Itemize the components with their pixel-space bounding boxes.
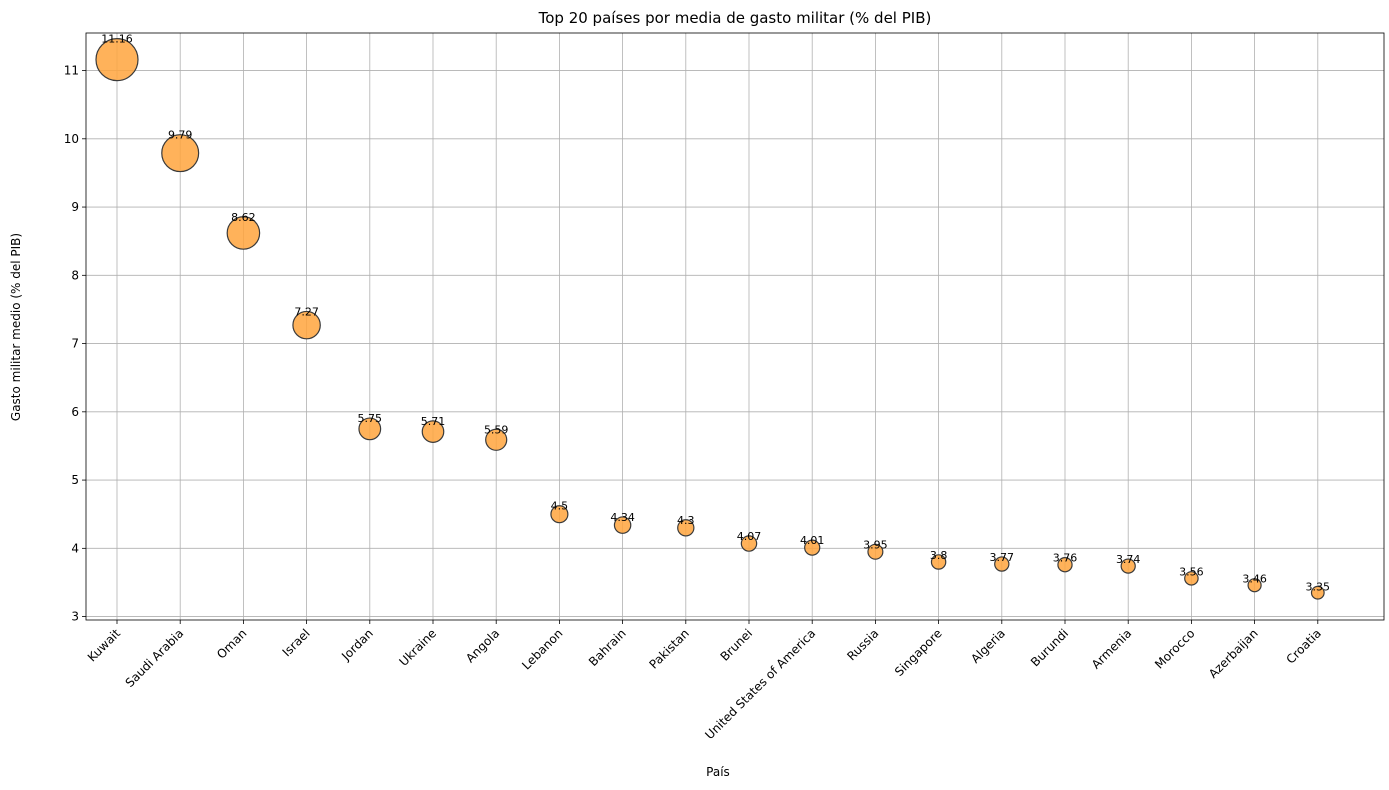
grid-layer <box>86 33 1384 620</box>
x-tick-label: Lebanon <box>519 626 565 672</box>
data-point <box>1310 585 1325 600</box>
data-label: 5.59 <box>484 423 509 436</box>
data-label: 3.76 <box>1053 552 1078 565</box>
plot-frame <box>85 32 1385 621</box>
data-point <box>804 539 821 556</box>
data-point <box>740 535 758 552</box>
x-tick-label: Israel <box>280 626 313 659</box>
x-tick-label: Croatia <box>1284 626 1324 666</box>
data-label: 3.8 <box>930 549 948 562</box>
data-point <box>421 420 445 443</box>
x-tick-label: Algeria <box>968 626 1008 666</box>
data-label: 4.01 <box>800 534 825 547</box>
x-tick-label: Brunei <box>718 626 756 664</box>
data-label: 5.75 <box>358 412 383 425</box>
x-tick-label: Saudi Arabia <box>123 626 187 690</box>
y-tick-label: 10 <box>64 132 79 146</box>
data-point <box>550 505 569 524</box>
y-tick-label: 5 <box>71 473 79 487</box>
chart-title: Top 20 países por media de gasto militar… <box>538 9 932 27</box>
data-point <box>677 519 695 537</box>
y-tick-label: 7 <box>71 337 79 351</box>
data-point <box>1120 558 1136 574</box>
x-tick-label: Russia <box>844 626 881 663</box>
x-tick-label: Kuwait <box>85 626 123 664</box>
data-point <box>1247 578 1262 593</box>
x-tick-label: Oman <box>214 626 249 661</box>
data-point <box>292 310 321 340</box>
data-point <box>1184 571 1199 586</box>
marks-layer: 11.16 9.79 8.62 7.27 5.75 5.71 5.59 4.5 4.34 4.3 4… <box>95 33 1331 600</box>
data-label: 3.56 <box>1179 566 1204 579</box>
data-label: 11.16 <box>101 33 133 46</box>
data-point <box>226 216 261 250</box>
data-point <box>95 38 139 82</box>
x-tick-label: Singapore <box>892 626 945 679</box>
data-label: 9.79 <box>168 129 193 142</box>
data-label: 7.27 <box>294 305 319 318</box>
data-label: 5.71 <box>421 415 446 428</box>
data-point <box>358 417 382 441</box>
x-tick-label: Armenia <box>1089 626 1134 671</box>
x-tick-label: United States of America <box>702 626 818 742</box>
ticks-layer: 3 4 5 6 7 8 9 10 11 Kuwait Saudi Arabia Oman Israel J… <box>64 64 1324 743</box>
data-point <box>613 516 632 534</box>
x-tick-label: Jordan <box>338 626 376 664</box>
x-tick-label: Burundi <box>1028 626 1071 669</box>
data-label: 3.46 <box>1242 573 1267 586</box>
data-point <box>994 556 1010 572</box>
data-point <box>1057 557 1073 573</box>
y-axis-label: Gasto militar medio (% del PIB) <box>9 233 23 421</box>
data-label: 4.3 <box>677 514 695 527</box>
x-tick-label: Morocco <box>1152 626 1197 671</box>
x-tick-label: Angola <box>463 626 502 665</box>
data-point <box>161 134 200 173</box>
data-point <box>930 554 947 570</box>
x-tick-label: Azerbaijan <box>1206 626 1261 681</box>
y-tick-label: 3 <box>71 610 79 624</box>
data-point <box>867 543 884 560</box>
y-tick-label: 9 <box>71 200 79 214</box>
x-tick-label: Pakistan <box>646 626 691 671</box>
y-tick-label: 8 <box>71 268 79 282</box>
y-tick-label: 6 <box>71 405 79 419</box>
data-label: 4.34 <box>610 511 635 524</box>
data-label: 4.5 <box>551 500 569 513</box>
y-tick-label: 4 <box>71 541 79 555</box>
x-tick-label: Bahrain <box>586 626 629 669</box>
data-label: 3.95 <box>863 538 888 551</box>
data-label: 8.62 <box>231 211 256 224</box>
y-tick-label: 11 <box>64 64 79 78</box>
x-tick-label: Ukraine <box>396 626 439 669</box>
data-label: 3.77 <box>990 551 1015 564</box>
data-point <box>485 428 508 451</box>
data-label: 3.35 <box>1306 580 1331 593</box>
data-label: 4.07 <box>737 530 762 543</box>
x-axis-label: País <box>706 765 730 779</box>
data-label: 3.74 <box>1116 553 1141 566</box>
